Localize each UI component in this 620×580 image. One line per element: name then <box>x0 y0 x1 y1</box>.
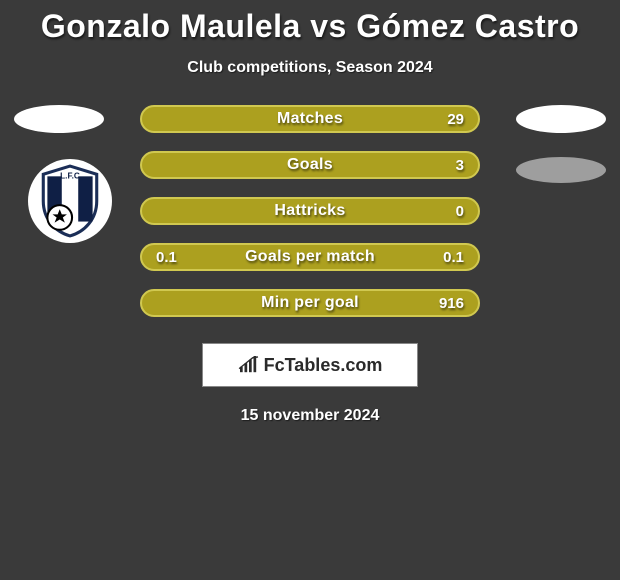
stat-value-right: 0 <box>456 203 464 220</box>
club-badge: L.F.C <box>28 159 112 243</box>
page-title: Gonzalo Maulela vs Gómez Castro <box>0 0 620 45</box>
stat-value-right: 3 <box>456 157 464 174</box>
stat-label: Matches <box>277 110 343 128</box>
source-logo: FcTables.com <box>202 343 418 387</box>
stat-label: Goals <box>287 156 333 174</box>
stat-row: Min per goal 916 <box>140 289 480 317</box>
stat-value-right: 0.1 <box>443 249 464 266</box>
stat-row: Hattricks 0 <box>140 197 480 225</box>
stat-value-left: 0.1 <box>156 249 177 266</box>
bar-chart-icon <box>238 356 260 374</box>
shield-icon: L.F.C <box>39 164 101 238</box>
stat-label: Min per goal <box>261 294 359 312</box>
stat-row: Goals 3 <box>140 151 480 179</box>
player-right-avatar-2 <box>516 157 606 183</box>
brand-text: FcTables.com <box>264 355 383 376</box>
svg-text:L.F.C: L.F.C <box>60 171 80 180</box>
player-right-avatar-1 <box>516 105 606 133</box>
comparison-panel: L.F.C Matches 29 Goals 3 Hattricks 0 0.1… <box>0 105 620 425</box>
stat-value-right: 916 <box>439 295 464 312</box>
stat-label: Hattricks <box>274 202 345 220</box>
stat-value-right: 29 <box>447 111 464 128</box>
player-left-avatar <box>14 105 104 133</box>
stat-row: Matches 29 <box>140 105 480 133</box>
date-text: 15 november 2024 <box>0 407 620 425</box>
subtitle: Club competitions, Season 2024 <box>0 59 620 77</box>
stat-row: 0.1 Goals per match 0.1 <box>140 243 480 271</box>
stat-bars: Matches 29 Goals 3 Hattricks 0 0.1 Goals… <box>140 105 480 317</box>
stat-label: Goals per match <box>245 248 375 266</box>
